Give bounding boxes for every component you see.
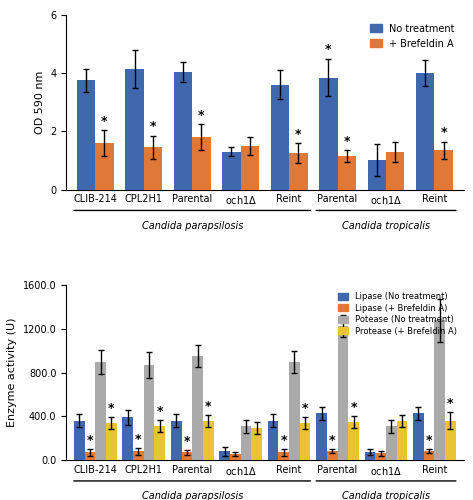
Text: *: *: [101, 114, 108, 128]
Text: *: *: [440, 126, 447, 139]
Bar: [316, 413, 327, 460]
Bar: [365, 452, 376, 460]
Bar: [77, 80, 95, 190]
Bar: [219, 452, 230, 460]
Bar: [125, 69, 144, 190]
Bar: [300, 423, 310, 460]
Text: *: *: [302, 402, 308, 414]
Text: *: *: [280, 434, 287, 447]
Text: *: *: [343, 135, 350, 148]
Bar: [268, 420, 279, 460]
Y-axis label: OD 590 nm: OD 590 nm: [35, 70, 44, 134]
Bar: [416, 73, 435, 190]
Text: Candida parapsilosis: Candida parapsilosis: [141, 492, 243, 500]
Bar: [74, 420, 85, 460]
Bar: [106, 423, 117, 460]
Bar: [289, 153, 307, 190]
Bar: [348, 422, 359, 460]
Bar: [171, 420, 182, 460]
Bar: [222, 152, 241, 190]
Bar: [95, 362, 106, 460]
Bar: [174, 72, 192, 190]
Bar: [182, 452, 192, 460]
Bar: [85, 452, 95, 460]
Bar: [241, 146, 259, 190]
Bar: [445, 420, 456, 460]
Bar: [144, 365, 154, 460]
Text: *: *: [184, 435, 190, 448]
Bar: [368, 160, 386, 190]
Bar: [289, 362, 300, 460]
Text: *: *: [157, 405, 163, 418]
Bar: [192, 137, 210, 190]
Bar: [123, 418, 133, 460]
Text: *: *: [295, 128, 302, 140]
Bar: [319, 78, 338, 190]
Bar: [144, 148, 162, 190]
Bar: [271, 85, 289, 190]
Bar: [435, 150, 453, 190]
Bar: [241, 426, 251, 460]
Text: Candida parapsilosis: Candida parapsilosis: [141, 221, 243, 231]
Text: Candida tropicalis: Candida tropicalis: [342, 492, 430, 500]
Text: *: *: [325, 44, 332, 57]
Text: *: *: [198, 108, 205, 122]
Bar: [327, 452, 338, 460]
Text: *: *: [350, 400, 357, 413]
Text: *: *: [447, 397, 454, 410]
Legend: Lipase (No treatment), Lipase (+ Brefeldin A), Potease (No treatment), Protease : Lipase (No treatment), Lipase (+ Brefeld…: [336, 290, 459, 338]
Y-axis label: Enzyme activity (U): Enzyme activity (U): [7, 318, 17, 428]
Text: *: *: [135, 433, 142, 446]
Bar: [424, 452, 435, 460]
Bar: [203, 422, 213, 460]
Bar: [279, 452, 289, 460]
Bar: [251, 428, 262, 460]
Text: *: *: [108, 402, 114, 414]
Text: *: *: [87, 434, 93, 447]
Text: *: *: [205, 400, 211, 413]
Bar: [397, 420, 407, 460]
Bar: [154, 426, 165, 460]
Bar: [386, 426, 397, 460]
Text: *: *: [329, 434, 335, 447]
Bar: [95, 143, 114, 190]
Bar: [386, 152, 404, 190]
Text: *: *: [149, 120, 156, 134]
Bar: [413, 413, 424, 460]
Bar: [230, 454, 241, 460]
Bar: [338, 326, 348, 460]
Bar: [376, 454, 386, 460]
Bar: [435, 320, 445, 460]
Bar: [338, 156, 356, 190]
Bar: [192, 356, 203, 460]
Text: Candida tropicalis: Candida tropicalis: [342, 221, 430, 231]
Legend: No treatment, + Brefeldin A: No treatment, + Brefeldin A: [366, 20, 459, 52]
Text: *: *: [426, 434, 432, 447]
Bar: [133, 452, 144, 460]
